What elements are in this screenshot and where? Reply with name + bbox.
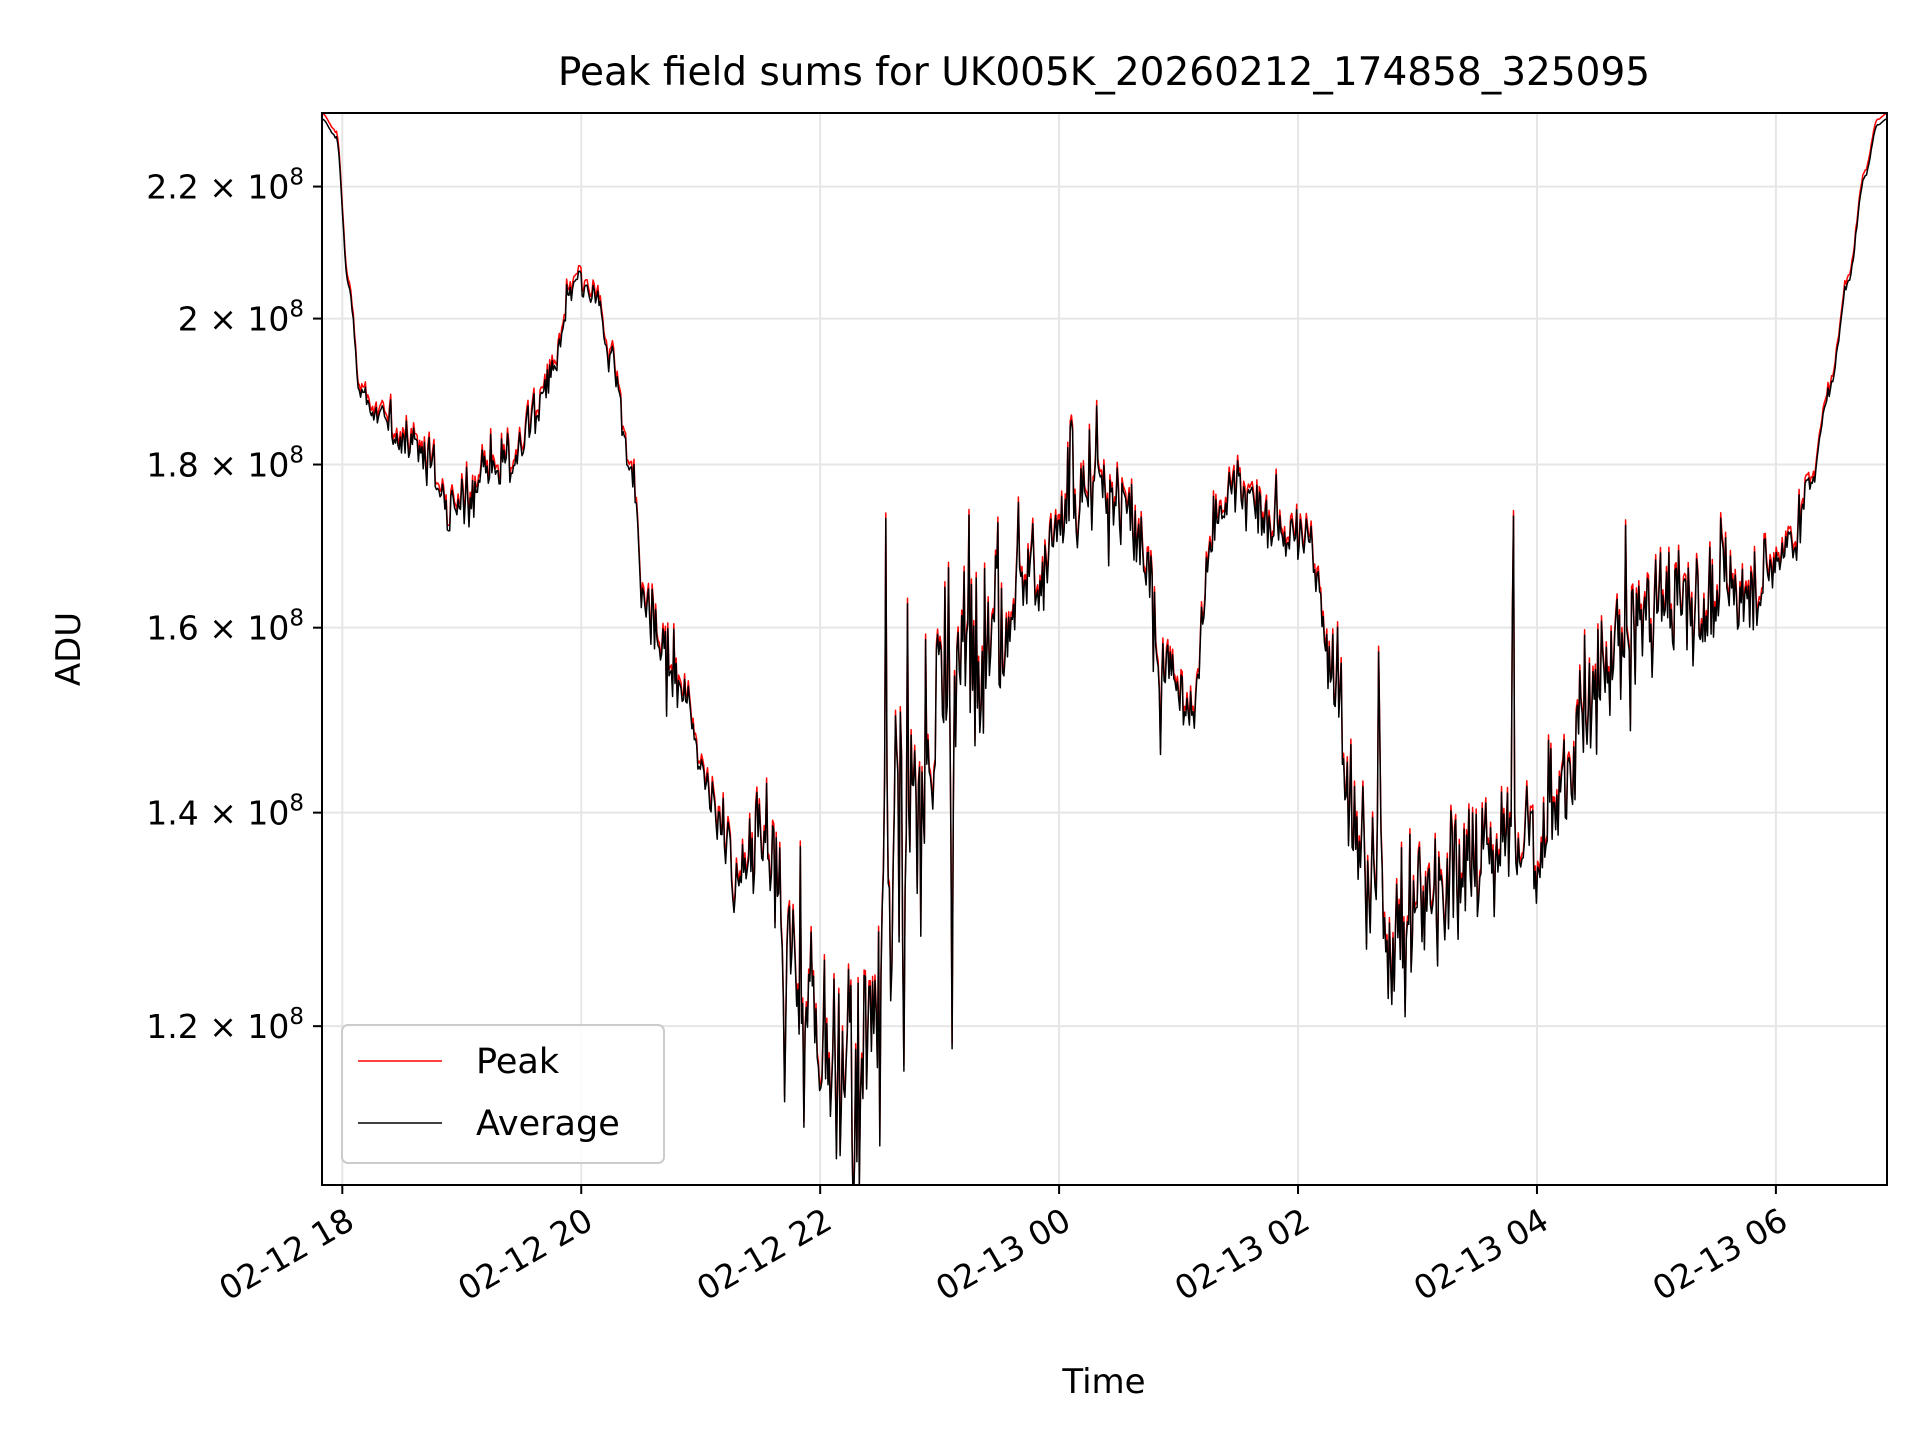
y-tick-suffix: × 10 (199, 1007, 290, 1046)
y-tick-label: 1.6 × 108 (146, 606, 304, 648)
series-line-average (322, 118, 1887, 1185)
x-axis-label: Time (1061, 1362, 1145, 1402)
legend-box (341, 1024, 665, 1164)
y-tick-mantissa: 2 (178, 300, 199, 339)
legend-label-average: Average (476, 1104, 620, 1144)
y-tick-label: 1.2 × 108 (146, 1004, 304, 1046)
chart-title: Peak field sums for UK005K_20260212_1748… (558, 50, 1650, 95)
y-tick-mantissa: 1.4 (146, 794, 198, 833)
y-tick-exponent: 8 (289, 1004, 304, 1030)
y-tick-label: 1.8 × 108 (146, 443, 304, 485)
y-tick-suffix: × 10 (199, 446, 290, 485)
y-tick-suffix: × 10 (199, 609, 290, 648)
y-tick-exponent: 8 (289, 443, 304, 469)
y-tick-label: 2 × 108 (178, 297, 304, 339)
y-tick-mantissa: 1.6 (146, 609, 198, 648)
y-tick-exponent: 8 (289, 165, 304, 191)
legend-label-peak: Peak (476, 1042, 560, 1082)
y-tick-exponent: 8 (289, 791, 304, 817)
y-tick-mantissa: 1.8 (146, 446, 198, 485)
y-tick-exponent: 8 (289, 606, 304, 632)
legend: Peak Average (341, 1024, 665, 1164)
y-tick-label: 1.4 × 108 (146, 791, 304, 833)
y-tick-suffix: × 10 (199, 300, 290, 339)
y-tick-mantissa: 2.2 (146, 168, 198, 207)
y-axis-label: ADU (49, 612, 89, 686)
y-tick-mantissa: 1.2 (146, 1007, 198, 1046)
y-tick-suffix: × 10 (199, 794, 290, 833)
series-lines (322, 113, 1887, 1185)
y-tick-label: 2.2 × 108 (146, 165, 304, 207)
y-tick-exponent: 8 (289, 297, 304, 323)
y-tick-suffix: × 10 (199, 168, 290, 207)
plot-frame (321, 112, 1888, 1186)
